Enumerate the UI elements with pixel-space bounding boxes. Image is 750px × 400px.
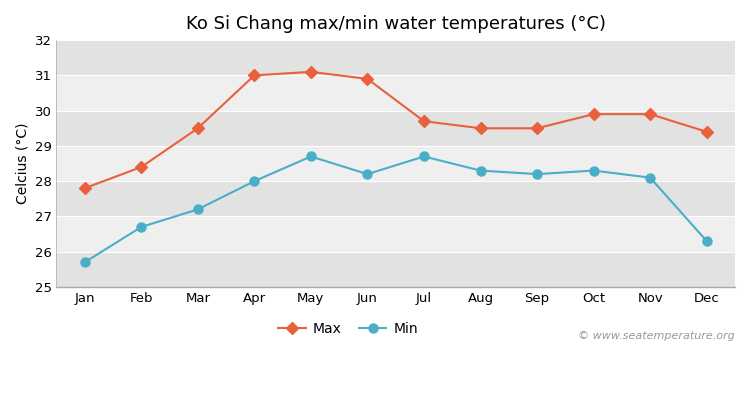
Bar bbox=[56, 252, 735, 287]
Legend: Max, Min: Max, Min bbox=[273, 316, 424, 342]
Title: Ko Si Chang max/min water temperatures (°C): Ko Si Chang max/min water temperatures (… bbox=[186, 15, 606, 33]
Y-axis label: Celcius (°C): Celcius (°C) bbox=[15, 123, 29, 204]
Bar bbox=[56, 40, 735, 75]
Bar bbox=[56, 181, 735, 216]
Bar bbox=[56, 216, 735, 252]
Bar bbox=[56, 75, 735, 111]
Bar bbox=[56, 111, 735, 146]
Bar bbox=[56, 146, 735, 181]
Text: © www.seatemperature.org: © www.seatemperature.org bbox=[578, 331, 735, 341]
